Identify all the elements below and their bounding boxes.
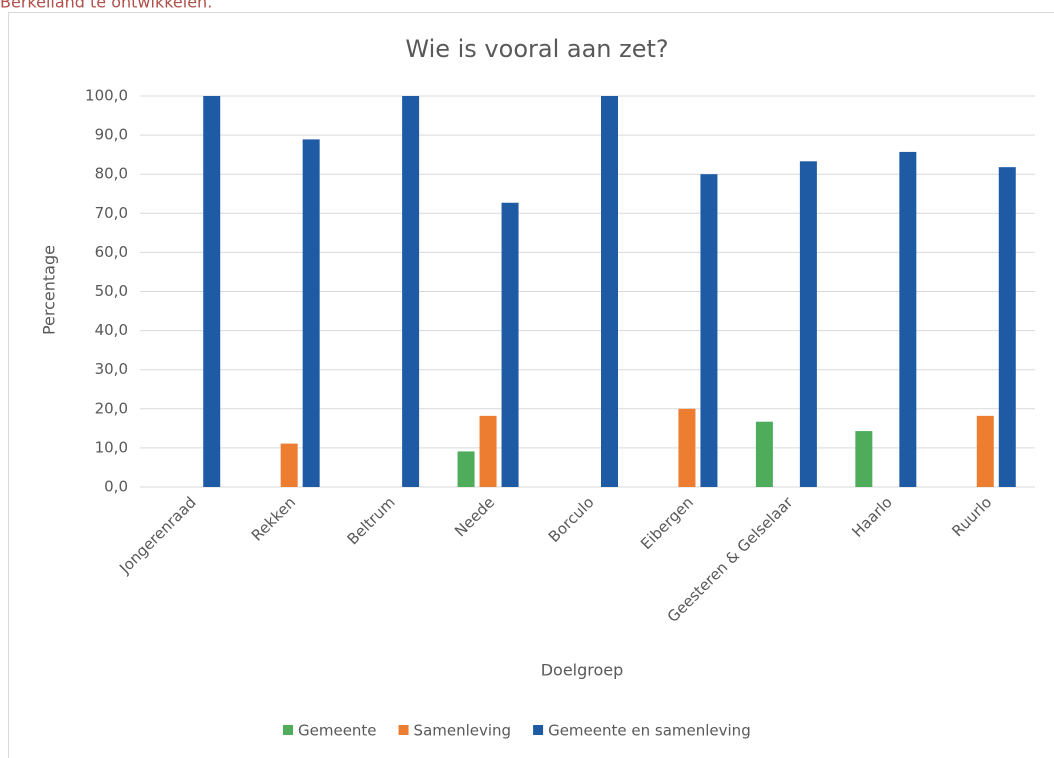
legend-swatch (283, 725, 293, 735)
y-tick-label: 10,0 (95, 438, 128, 456)
y-tick-label: 20,0 (95, 399, 128, 417)
bar (899, 151, 917, 487)
bar (601, 96, 618, 487)
y-tick-label: 80,0 (95, 165, 128, 183)
legend-label: Gemeente (298, 722, 377, 740)
chart-title: Wie is vooral aan zet? (405, 35, 668, 63)
legend-swatch (398, 725, 409, 735)
bar (755, 421, 773, 487)
bar (976, 415, 994, 487)
bar (203, 96, 221, 487)
bar (302, 139, 320, 487)
bar (799, 161, 817, 487)
y-axis-title: Percentage (40, 245, 59, 335)
x-tick-label: Haarlo (848, 493, 896, 541)
bar (501, 202, 519, 488)
legend-label: Gemeente en samenleving (548, 722, 751, 740)
legend-swatch (533, 725, 544, 735)
page-text: Berkelland te ontwikkelen. (0, 0, 212, 12)
bar (855, 431, 873, 487)
y-tick-label: 50,0 (95, 282, 128, 300)
legend-label: Samenleving (414, 722, 512, 740)
bar (457, 451, 475, 487)
bar (700, 174, 718, 487)
x-axis-title: Doelgroep (541, 661, 624, 680)
bar (402, 96, 420, 487)
x-tick-label: Jongerenraad (115, 493, 200, 578)
y-tick-label: 70,0 (95, 204, 128, 222)
bar (998, 167, 1016, 488)
x-tick-label: Ruurlo (948, 493, 995, 540)
y-tick-label: 100,0 (85, 87, 128, 105)
chart-frame (8, 12, 1054, 758)
x-tick-label: Neede (451, 493, 498, 540)
x-tick-label: Rekken (248, 493, 299, 544)
bar (280, 443, 298, 487)
bar (678, 408, 696, 487)
y-tick-label: 40,0 (95, 321, 128, 339)
x-tick-label: Eibergen (637, 493, 697, 553)
y-tick-label: 90,0 (95, 126, 128, 144)
y-tick-label: 60,0 (95, 243, 128, 261)
y-tick-label: 30,0 (95, 360, 128, 378)
y-tick-label: 0,0 (104, 478, 128, 496)
bar (479, 415, 497, 487)
x-tick-label: Borculo (545, 493, 598, 546)
x-tick-label: Beltrum (344, 493, 399, 548)
